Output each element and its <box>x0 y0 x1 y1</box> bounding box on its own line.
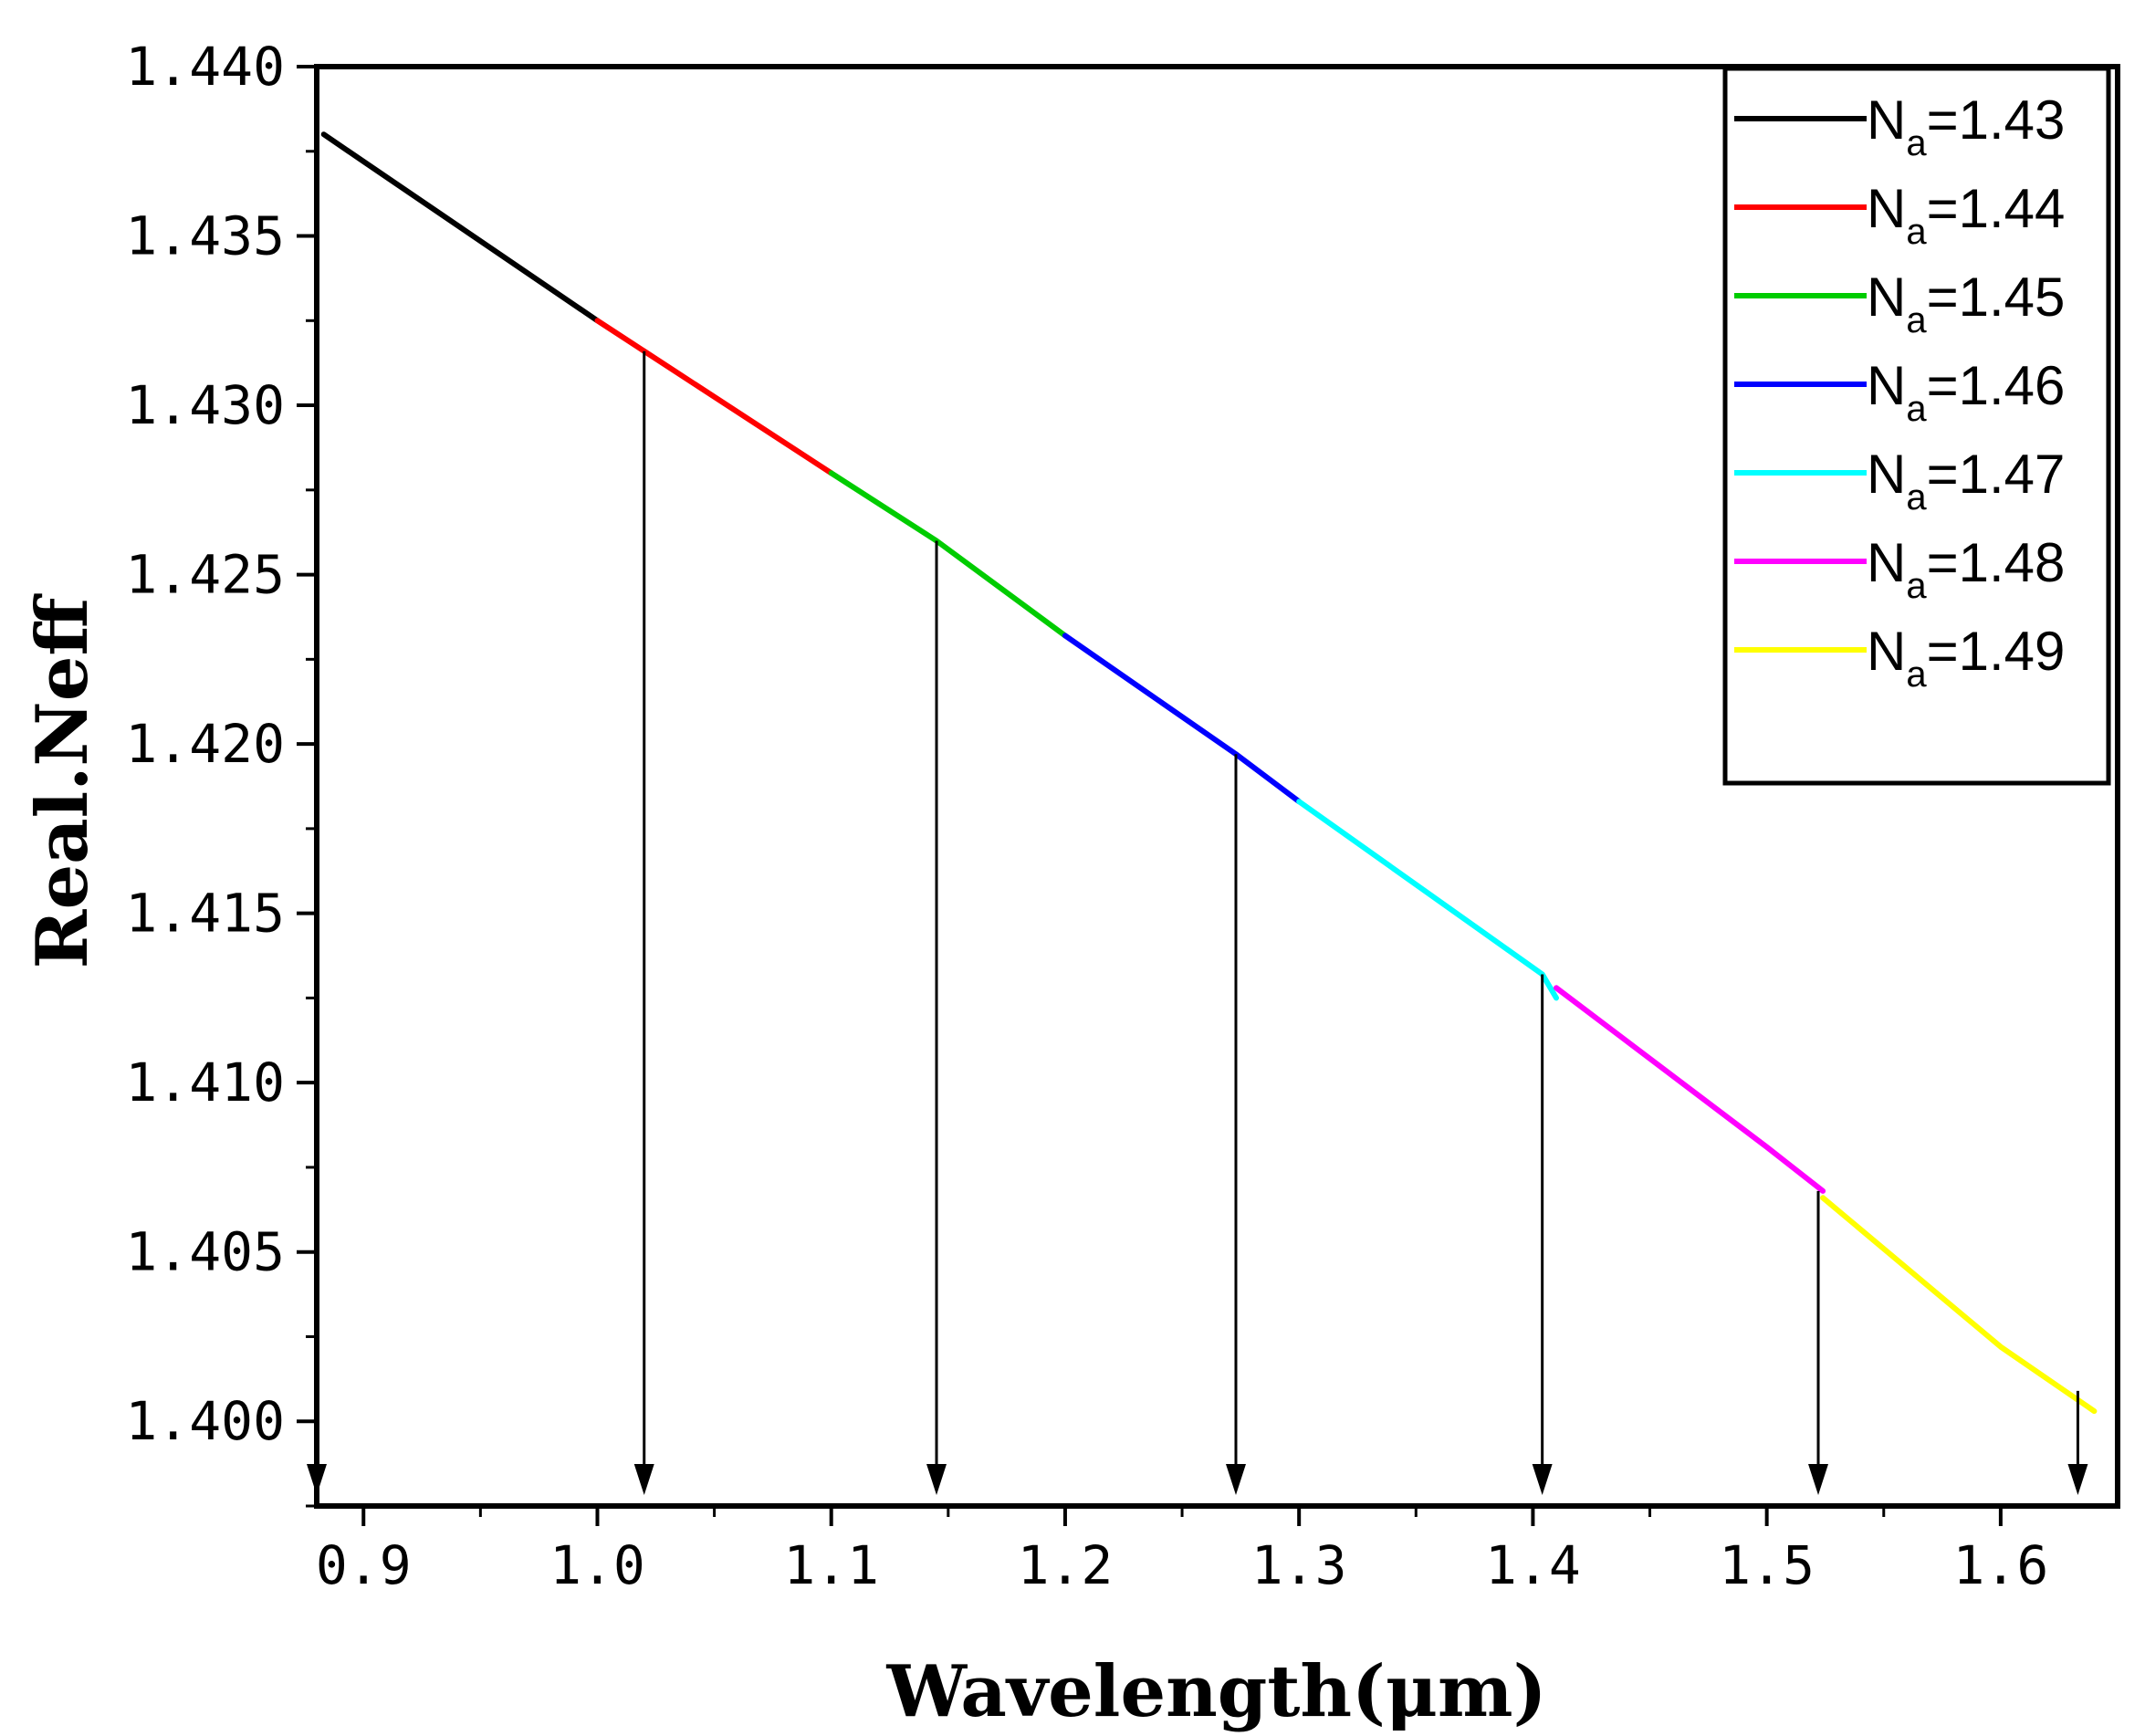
x-tick-label-5: 1.3 <box>1251 1534 1347 1596</box>
y-tick-label-4: 1.415 <box>125 883 285 945</box>
legend-label-3: Na=1.45 <box>1867 267 2065 340</box>
y-tick-label-6: 1.425 <box>125 544 285 606</box>
y-tick-label-1: 1.400 <box>125 1390 285 1452</box>
legend-label-1: Na=1.43 <box>1867 89 2065 163</box>
x-axis-ticks: 0.9 1.0 1.1 1.2 1.3 1.4 1.5 1.6 <box>316 1506 2048 1596</box>
legend-label-4: Na=1.46 <box>1867 355 2065 429</box>
resonance-arrow-head-4 <box>1225 1464 1246 1495</box>
y-axis-ticks: 1.400 1.405 1.410 1.415 1.420 1.425 1.430 1.435… <box>125 36 317 1508</box>
series-line-5 <box>1296 799 1559 1001</box>
resonance-arrow-head-3 <box>926 1464 947 1495</box>
resonance-arrow-head-7 <box>2067 1464 2088 1495</box>
x-tick-label-7: 1.5 <box>1719 1534 1815 1596</box>
x-tick-label-8: 1.6 <box>1953 1534 2049 1596</box>
x-tick-label-1: 0.9 <box>316 1534 412 1596</box>
y-tick-label-3: 1.410 <box>125 1051 285 1114</box>
y-tick-label-7: 1.430 <box>125 374 285 436</box>
resonance-arrow-head-2 <box>633 1464 654 1495</box>
y-tick-label-8: 1.435 <box>125 205 285 267</box>
resonance-arrow-head-6 <box>1808 1464 1829 1495</box>
y-tick-label-2: 1.405 <box>125 1221 285 1283</box>
series-line-7 <box>1820 1195 2098 1415</box>
series-line-1 <box>320 131 601 324</box>
x-tick-label-2: 1.0 <box>549 1534 645 1596</box>
plot-frame <box>314 64 2120 1509</box>
legend-label-2: Na=1.44 <box>1867 178 2065 252</box>
legend: Na=1.43 Na=1.44 Na=1.45 Na=1.46 Na=1.47 Na=1.… <box>1722 66 2111 786</box>
series-line-4 <box>1062 633 1303 805</box>
y-tick-label-5: 1.420 <box>125 713 285 775</box>
y-axis-title: Real.Neff <box>21 593 104 969</box>
x-axis-title: Wavelength(μm) <box>886 1650 1547 1733</box>
x-tick-label-3: 1.1 <box>783 1534 879 1596</box>
legend-label-6: Na=1.48 <box>1867 532 2065 606</box>
legend-label-7: Na=1.49 <box>1867 621 2065 695</box>
legend-box <box>1722 66 2111 786</box>
series-line-6 <box>1554 985 1826 1194</box>
resonance-arrow-head-5 <box>1532 1464 1553 1495</box>
legend-label-5: Na=1.47 <box>1867 444 2065 518</box>
x-tick-label-6: 1.4 <box>1485 1534 1581 1596</box>
y-tick-label-9: 1.440 <box>125 36 285 98</box>
x-tick-label-4: 1.2 <box>1018 1534 1114 1596</box>
